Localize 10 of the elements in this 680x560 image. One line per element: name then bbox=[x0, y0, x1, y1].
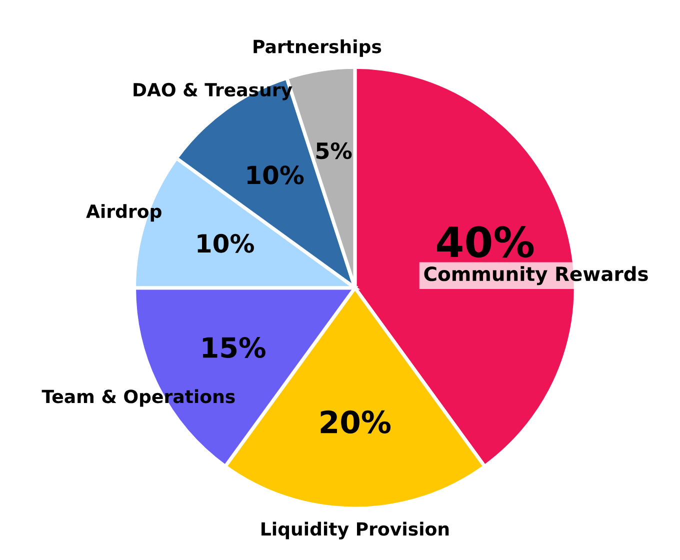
slice-label: Partnerships bbox=[254, 39, 382, 57]
slice-label: Airdrop bbox=[86, 204, 162, 222]
slice-label: Community Rewards bbox=[424, 266, 648, 286]
data-label: 5% bbox=[316, 142, 352, 160]
slice-label: Liquidity Provision bbox=[262, 522, 449, 540]
data-label: 10% bbox=[198, 234, 254, 253]
data-label: 10% bbox=[247, 166, 304, 184]
data-label: 15% bbox=[202, 337, 266, 358]
data-label: 20% bbox=[320, 410, 391, 434]
data-label: 40% bbox=[437, 226, 534, 258]
